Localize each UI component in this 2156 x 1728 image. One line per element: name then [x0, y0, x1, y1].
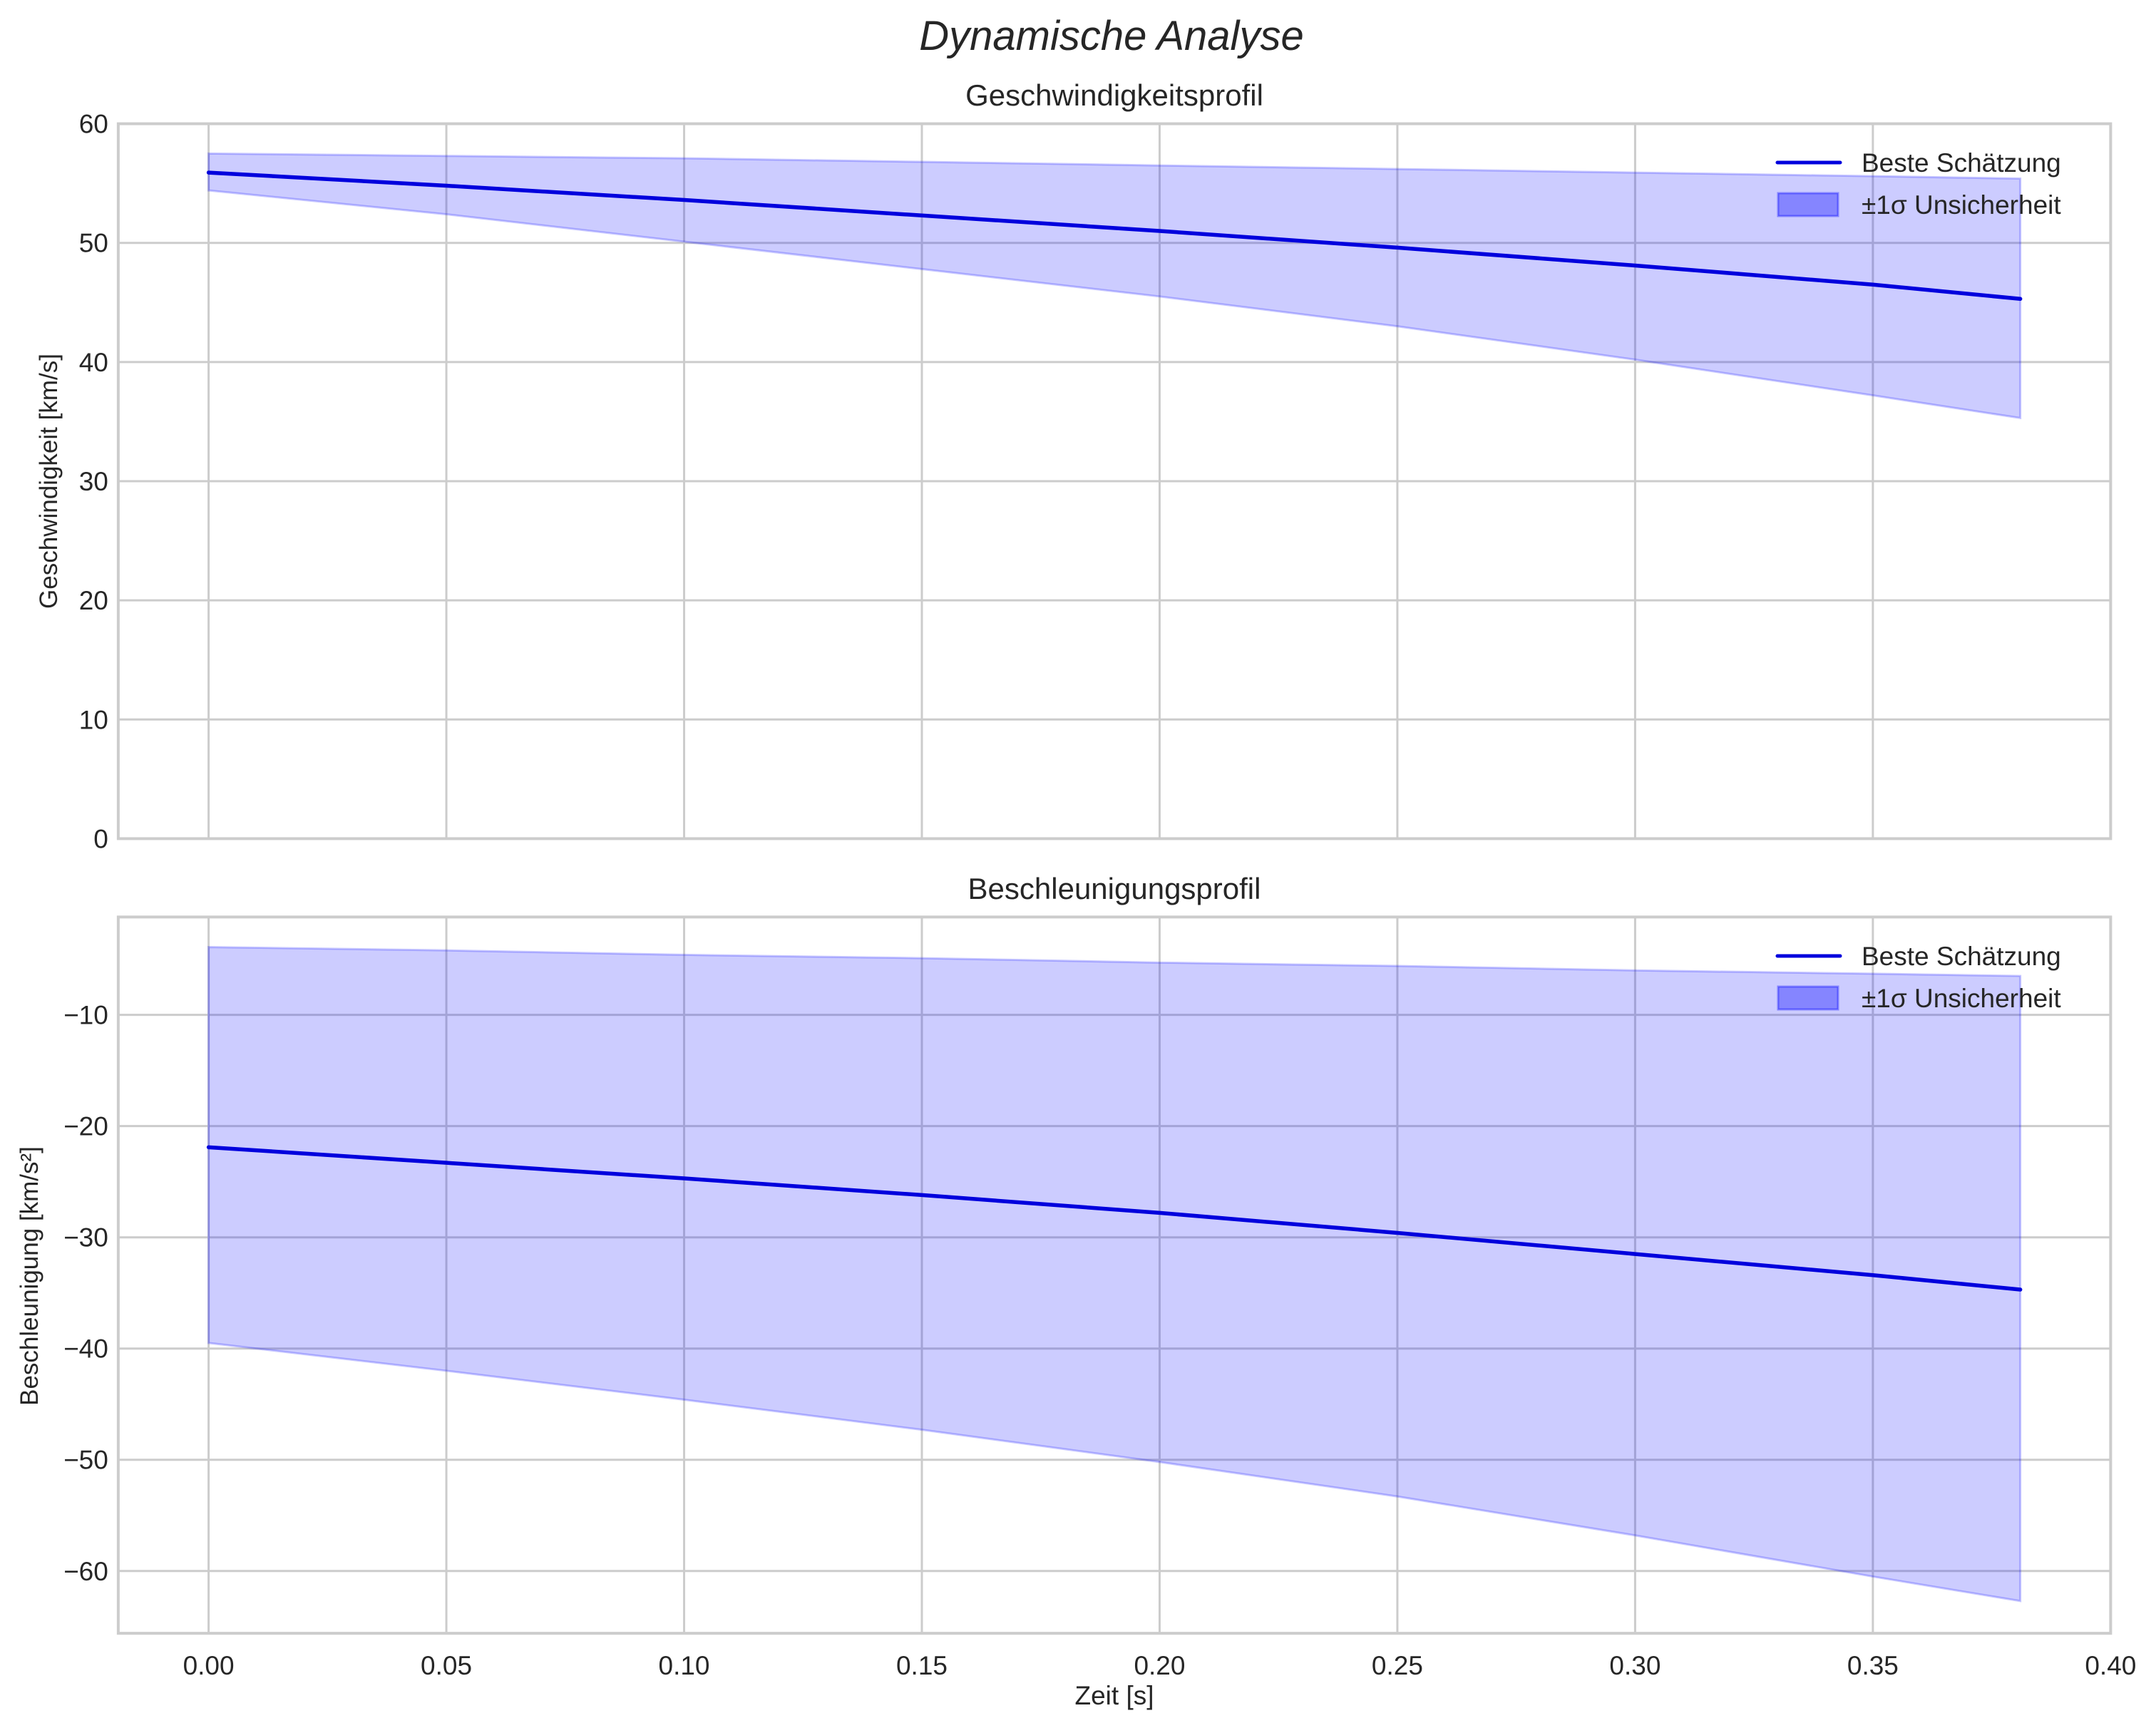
x-tick-label: 0.00 — [183, 1651, 235, 1680]
acceleration-axes: Beschleunigungsprofil −10 −20 −30 −40 −50 −60… — [16, 872, 2136, 1710]
legend-band-label: ±1σ Unsicherheit — [1862, 190, 2061, 220]
y-tick-label: 0 — [93, 824, 108, 853]
velocity-y-tick-labels: 0 10 20 30 40 50 60 — [79, 110, 108, 854]
y-tick-label: −60 — [63, 1557, 108, 1586]
velocity-axes: Geschwindigkeitsprofil 0 10 20 30 40 50 60 Ges… — [35, 78, 2113, 854]
velocity-legend: Beste Schätzung ±1σ Unsicherheit — [1775, 148, 2061, 220]
uncertainty-band-area — [207, 152, 2022, 420]
y-tick-label: −40 — [63, 1334, 108, 1364]
velocity-uncertainty-band — [207, 152, 2022, 420]
velocity-axes-frame — [116, 122, 2113, 840]
x-axis-label: Zeit [s] — [1074, 1681, 1154, 1710]
acceleration-uncertainty-band — [207, 945, 2022, 1603]
y-tick-label: −50 — [63, 1446, 108, 1475]
acceleration-y-tick-labels: −10 −20 −30 −40 −50 −60 — [63, 1001, 108, 1586]
x-tick-label: 0.40 — [2085, 1651, 2136, 1680]
y-tick-label: −20 — [63, 1112, 108, 1141]
x-tick-label: 0.35 — [1847, 1651, 1899, 1680]
best-estimate-path — [206, 1145, 2023, 1292]
y-tick-label: 20 — [79, 586, 108, 615]
x-tick-label: 0.10 — [659, 1651, 710, 1680]
y-tick-label: 60 — [79, 110, 108, 139]
acceleration-axes-title: Beschleunigungsprofil — [968, 872, 1261, 905]
x-tick-label: 0.25 — [1372, 1651, 1423, 1680]
y-tick-label: −10 — [63, 1001, 108, 1030]
x-tick-label: 0.05 — [421, 1651, 472, 1680]
y-tick-label: 40 — [79, 348, 108, 377]
legend-band-swatch-icon — [1777, 985, 1839, 1011]
legend-band-swatch-icon — [1777, 192, 1839, 217]
velocity-axes-title: Geschwindigkeitsprofil — [965, 78, 1263, 112]
acceleration-axes-frame — [116, 915, 2113, 1635]
acceleration-grid — [118, 917, 2111, 1634]
acceleration-y-axis-label: Beschleunigung [km/s²] — [16, 1146, 43, 1406]
legend-band-label: ±1σ Unsicherheit — [1862, 984, 2061, 1013]
acceleration-best-estimate-line — [206, 1145, 2023, 1292]
figure-suptitle: Dynamische Analyse — [919, 13, 1303, 59]
y-tick-label: −30 — [63, 1223, 108, 1253]
acceleration-legend: Beste Schätzung ±1σ Unsicherheit — [1775, 942, 2061, 1013]
x-tick-labels: 0.00 0.05 0.10 0.15 0.20 0.25 0.30 0.35 0.40 — [183, 1651, 2137, 1680]
y-tick-label: 10 — [79, 705, 108, 734]
y-tick-label: 50 — [79, 229, 108, 258]
velocity-best-estimate-line — [206, 170, 2023, 302]
x-tick-label: 0.15 — [896, 1651, 948, 1680]
velocity-y-axis-label: Geschwindigkeit [km/s] — [35, 354, 63, 609]
legend-line-label: Beste Schätzung — [1862, 148, 2061, 178]
y-tick-label: 30 — [79, 467, 108, 496]
uncertainty-band-area — [207, 945, 2022, 1603]
x-tick-label: 0.20 — [1134, 1651, 1185, 1680]
x-tick-label: 0.30 — [1609, 1651, 1660, 1680]
best-estimate-path — [206, 170, 2023, 302]
legend-line-label: Beste Schätzung — [1862, 942, 2061, 971]
